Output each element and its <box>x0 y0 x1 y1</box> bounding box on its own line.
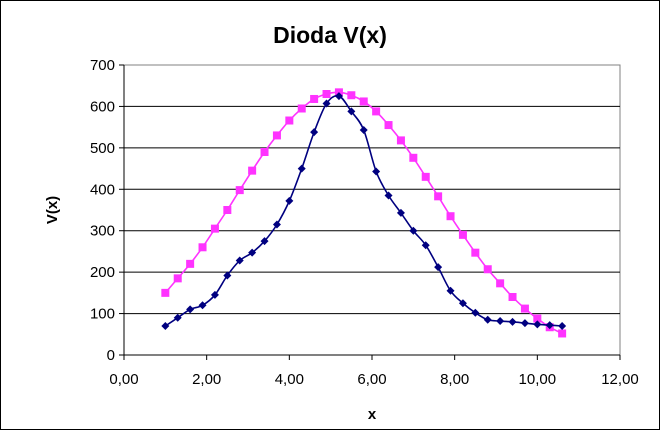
series-series-2 <box>161 92 567 330</box>
data-point-diamond <box>533 320 542 329</box>
y-tick-label: 100 <box>90 306 115 323</box>
x-tick-label: 6,00 <box>357 371 386 388</box>
data-point-square <box>483 265 492 274</box>
data-point-square <box>372 107 381 116</box>
data-point-square <box>446 212 455 221</box>
data-point-diamond <box>483 315 492 324</box>
data-point-diamond <box>384 191 393 200</box>
axes <box>119 64 621 360</box>
chart-title: Dioda V(x) <box>273 22 387 48</box>
data-point-diamond <box>186 305 195 314</box>
data-point-diamond <box>223 271 232 280</box>
data-point-square <box>533 314 542 323</box>
x-axis-title: x <box>368 406 377 423</box>
data-point-diamond <box>409 226 418 235</box>
data-point-square <box>248 166 257 175</box>
y-tick-label: 700 <box>90 57 115 74</box>
data-point-diamond <box>421 241 430 250</box>
data-point-square <box>458 230 467 239</box>
data-point-square <box>347 91 356 100</box>
data-point-square <box>359 97 368 106</box>
data-point-square <box>198 243 207 252</box>
data-point-square <box>235 186 244 195</box>
data-point-square <box>384 121 393 130</box>
x-tick-label: 4,00 <box>275 371 304 388</box>
data-point-square <box>520 304 529 313</box>
data-point-square <box>396 136 405 145</box>
data-point-diamond <box>458 299 467 308</box>
x-tick-labels: 0,00 2,00 4,00 6,00 8,00 10,00 12,00 <box>109 371 638 388</box>
gridlines <box>124 105 620 315</box>
data-point-diamond <box>471 308 480 317</box>
data-point-square <box>272 131 281 140</box>
data-point-diamond <box>508 317 517 326</box>
data-point-square <box>173 274 182 283</box>
series-group <box>161 88 567 338</box>
data-point-square <box>310 94 319 103</box>
data-point-diamond <box>260 237 269 246</box>
data-point-diamond <box>496 317 505 326</box>
data-point-diamond <box>520 319 529 328</box>
data-point-square <box>434 192 443 201</box>
data-point-square <box>285 116 294 125</box>
data-point-diamond <box>545 321 554 330</box>
data-point-diamond <box>372 167 381 176</box>
data-point-diamond <box>285 196 294 205</box>
y-tick-label: 200 <box>90 264 115 281</box>
y-tick-label: 600 <box>90 98 115 115</box>
data-point-diamond <box>297 164 306 173</box>
data-point-diamond <box>210 290 219 299</box>
data-point-square <box>322 90 331 98</box>
data-point-square <box>186 259 195 268</box>
data-point-square <box>558 329 567 338</box>
data-point-square <box>210 224 219 233</box>
y-tick-label: 300 <box>90 223 115 240</box>
x-tick-label: 2,00 <box>192 371 221 388</box>
data-point-diamond <box>334 92 343 101</box>
data-point-square <box>297 104 306 113</box>
data-point-square <box>508 293 517 301</box>
data-point-diamond <box>248 248 257 257</box>
data-point-diamond <box>396 208 405 217</box>
data-point-diamond <box>310 128 319 137</box>
data-point-diamond <box>446 286 455 295</box>
x-tick-label: 12,00 <box>601 371 639 388</box>
data-point-square <box>496 279 505 288</box>
data-point-diamond <box>173 313 182 322</box>
y-tick-label: 400 <box>90 181 115 198</box>
data-point-square <box>223 206 232 214</box>
data-point-square <box>409 153 418 162</box>
data-point-diamond <box>558 322 567 330</box>
y-tick-labels: 0 100 200 300 400 500 600 700 <box>90 57 115 364</box>
data-point-diamond <box>322 99 331 108</box>
x-tick-label: 10,00 <box>519 371 557 388</box>
x-tick-label: 8,00 <box>440 371 469 388</box>
data-point-square <box>471 248 480 257</box>
data-point-diamond <box>434 263 443 272</box>
data-point-diamond <box>359 126 368 135</box>
x-tick-label: 0,00 <box>109 371 138 388</box>
plot-area <box>123 64 621 356</box>
data-point-diamond <box>272 220 281 229</box>
data-point-diamond <box>198 301 207 310</box>
data-point-square <box>161 288 170 297</box>
data-point-square <box>421 172 430 181</box>
data-point-diamond <box>347 107 356 116</box>
y-axis-title: V(x) <box>44 196 61 224</box>
y-tick-label: 0 <box>107 347 115 364</box>
data-point-diamond <box>161 322 170 330</box>
y-tick-label: 500 <box>90 140 115 157</box>
data-point-diamond <box>235 256 244 265</box>
data-point-square <box>260 148 269 156</box>
